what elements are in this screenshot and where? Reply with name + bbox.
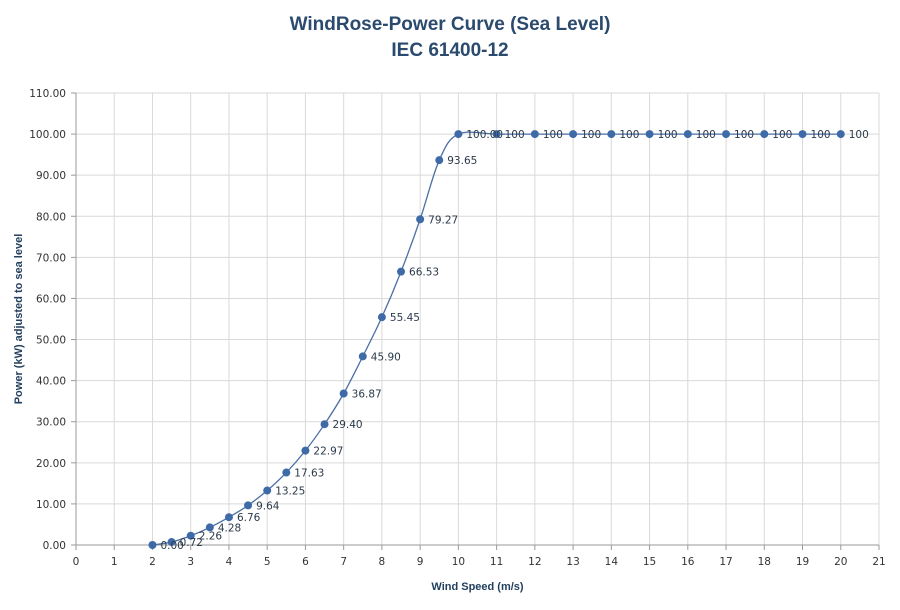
data-point [397, 267, 406, 276]
x-tick-label: 17 [719, 556, 732, 568]
data-label: 79.27 [428, 214, 458, 226]
x-tick-label: 5 [264, 556, 271, 568]
x-tick-label: 8 [379, 556, 386, 568]
data-label: 100 [581, 129, 601, 141]
y-tick-label: 90.00 [36, 170, 66, 182]
data-label: 2.26 [199, 531, 223, 543]
data-label: 100 [772, 129, 792, 141]
data-point [607, 130, 616, 139]
data-point [836, 130, 845, 139]
data-label: 100 [619, 129, 639, 141]
data-point [282, 468, 291, 477]
data-point [377, 313, 386, 322]
data-label: 66.53 [409, 267, 439, 279]
data-label: 4.28 [218, 522, 241, 534]
y-tick-label: 60.00 [36, 293, 66, 305]
data-point [530, 130, 539, 139]
y-tick-label: 80.00 [36, 211, 66, 223]
data-label: 100 [696, 129, 716, 141]
y-tick-label: 110.00 [29, 88, 66, 100]
x-tick-label: 11 [490, 556, 503, 568]
data-point [339, 389, 348, 398]
y-axis-title: Power (kW) adjusted to sea level [13, 234, 25, 405]
y-tick-label: 0.00 [43, 540, 66, 552]
data-label: 0.72 [180, 537, 203, 549]
x-tick-label: 14 [605, 556, 619, 568]
data-label: 100 [658, 129, 678, 141]
data-labels: 0.000.722.264.286.769.64 13.25 17.63 22.97 2… [160, 129, 868, 552]
data-label: 45.90 [371, 351, 401, 363]
data-label: 100 [811, 129, 831, 141]
data-label: 55.45 [390, 312, 420, 324]
data-label: 29.40 [333, 419, 363, 431]
data-point [320, 420, 329, 429]
data-label: 0.00 [160, 540, 183, 552]
data-label: 100 [734, 129, 754, 141]
data-point [301, 446, 310, 455]
data-point [569, 130, 578, 139]
x-tick-label: 7 [340, 556, 347, 568]
x-tick-label: 10 [452, 556, 465, 568]
data-point [224, 513, 233, 522]
data-point [798, 130, 807, 139]
data-label: 100 [543, 129, 563, 141]
x-tick-label: 19 [796, 556, 809, 568]
data-label: 6.76 [237, 512, 261, 524]
data-point [492, 130, 501, 139]
x-tick-label: 3 [187, 556, 194, 568]
data-label: 100 [849, 129, 869, 141]
data-label: 22.97 [313, 446, 343, 458]
tick-labels: 0 1 2 3 4 5 6 7 8 9 10 11 12 13 14 15 16 17 18 19 20 210.0010… [29, 88, 885, 568]
gridlines [76, 92, 880, 545]
data-point [454, 130, 463, 139]
x-tick-label: 4 [226, 556, 233, 568]
y-tick-label: 20.00 [36, 458, 66, 470]
y-tick-label: 50.00 [36, 335, 66, 347]
data-point [760, 130, 769, 139]
data-label: 100.00 [466, 129, 503, 141]
x-tick-label: 2 [149, 556, 156, 568]
data-point [722, 130, 731, 139]
chart-subtitle: IEC 61400-12 [391, 40, 509, 61]
y-tick-label: 70.00 [36, 252, 66, 264]
chart-title: WindRose-Power Curve (Sea Level) [289, 14, 611, 35]
y-tick-label: 30.00 [36, 417, 66, 429]
data-points [148, 130, 845, 549]
x-tick-label: 16 [681, 556, 695, 568]
data-point [244, 501, 253, 510]
data-label: 13.25 [275, 486, 305, 498]
data-label: 93.65 [447, 155, 477, 167]
data-label: 9.64 [256, 500, 280, 512]
x-tick-label: 1 [111, 556, 118, 568]
data-label: 100 [505, 129, 525, 141]
data-point [263, 486, 272, 495]
data-point [186, 531, 195, 540]
x-tick-label: 9 [417, 556, 424, 568]
x-tick-label: 13 [566, 556, 579, 568]
data-point [435, 156, 444, 165]
x-axis-title: Wind Speed (m/s) [431, 581, 524, 593]
x-tick-label: 20 [834, 556, 847, 568]
x-tick-label: 6 [302, 556, 309, 568]
data-point [416, 215, 425, 224]
y-tick-label: 100.00 [29, 129, 66, 141]
x-tick-label: 18 [758, 556, 771, 568]
data-label: 17.63 [294, 468, 324, 480]
data-point [358, 352, 367, 361]
y-tick-label: 40.00 [36, 376, 66, 388]
x-tick-label: 15 [643, 556, 656, 568]
data-point [645, 130, 654, 139]
data-point [148, 541, 157, 549]
y-tick-label: 10.00 [36, 499, 66, 511]
data-point [683, 130, 692, 139]
data-label: 36.87 [352, 388, 382, 400]
data-point [205, 523, 214, 532]
x-tick-label: 12 [528, 556, 541, 568]
data-point [167, 538, 176, 547]
x-tick-label: 0 [73, 556, 80, 568]
x-tick-label: 21 [872, 556, 885, 568]
